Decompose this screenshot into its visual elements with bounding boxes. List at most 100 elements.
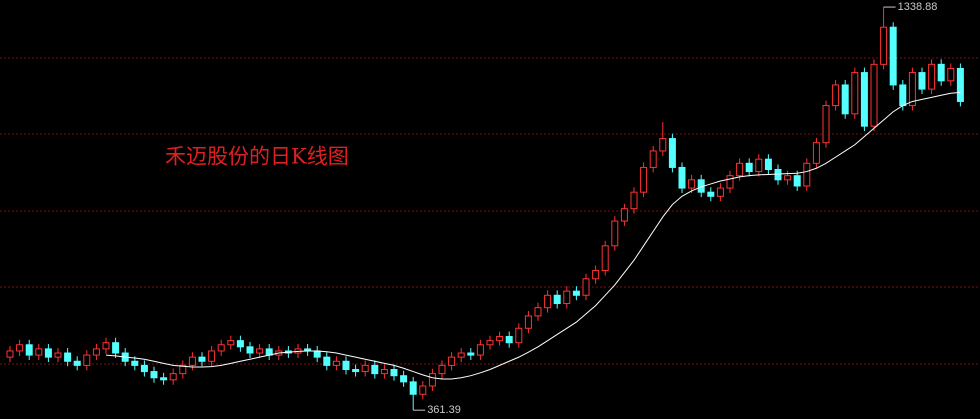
candle-body: [668, 138, 676, 168]
candle-body: [841, 84, 849, 115]
candle-body: [534, 307, 542, 317]
candle-body: [956, 67, 964, 102]
candle-body: [112, 342, 120, 354]
candle-body: [553, 294, 561, 305]
candle-body: [25, 344, 33, 356]
candle-body: [44, 348, 52, 358]
candle-body: [486, 340, 494, 346]
candle-body: [544, 294, 552, 309]
candle-body: [592, 270, 600, 280]
candle-body: [851, 72, 859, 115]
candle-body: [611, 220, 619, 247]
candle-body: [793, 175, 801, 187]
candle-body: [572, 290, 580, 296]
candle-body: [832, 84, 840, 107]
candle-body: [515, 327, 523, 344]
candle-body: [822, 105, 830, 144]
candle-body: [524, 315, 532, 329]
candle-body: [6, 350, 14, 358]
candle-body: [812, 142, 820, 164]
candle-body: [755, 158, 763, 173]
candle-body: [246, 346, 254, 354]
candle-body: [332, 360, 340, 366]
candle-body: [419, 385, 427, 395]
candle-body: [16, 344, 24, 352]
candle-body: [630, 191, 638, 210]
candle-body: [803, 162, 811, 187]
candle-body: [640, 166, 648, 193]
candle-body: [860, 72, 868, 127]
candle-body: [707, 191, 715, 197]
candle-body: [736, 162, 744, 177]
candle-body: [659, 138, 667, 152]
candle-body: [649, 150, 657, 168]
candle-body: [745, 162, 753, 173]
candle-body: [227, 340, 235, 346]
candle-body: [505, 336, 513, 344]
candle-body: [342, 360, 350, 371]
candle-body: [102, 342, 110, 350]
candle-body: [582, 278, 590, 296]
candle-body: [937, 63, 945, 82]
candle-body: [438, 364, 446, 375]
candle-body: [236, 340, 244, 348]
candle-body: [784, 175, 792, 181]
candle-body: [716, 187, 724, 197]
candle-body: [35, 348, 43, 356]
candle-body: [457, 352, 465, 358]
candle-body: [496, 336, 504, 342]
candle-body: [563, 290, 571, 305]
candle-body: [947, 67, 955, 82]
candle-body: [92, 348, 100, 356]
candle-body: [256, 348, 264, 354]
candle-body: [217, 344, 225, 352]
candle-body: [83, 354, 91, 366]
candle-body: [390, 369, 398, 377]
moving-average: [105, 91, 961, 380]
candle-body: [73, 360, 81, 366]
candle-body: [352, 369, 360, 373]
candle-body: [870, 63, 878, 127]
candle-body: [908, 72, 916, 107]
candle-body: [198, 356, 206, 362]
candle-body: [448, 356, 456, 366]
candle-body: [54, 352, 62, 358]
high-label: 1338.88: [898, 1, 938, 13]
candle-body: [64, 352, 72, 362]
candle-body: [400, 375, 408, 383]
candle-body: [601, 245, 609, 272]
chart-title: 禾迈股份的日K线图: [165, 145, 349, 169]
candle-body: [678, 166, 686, 189]
candle-body: [428, 373, 436, 387]
candle-body: [188, 356, 196, 366]
candle-body: [323, 356, 331, 366]
candle-body: [380, 369, 388, 375]
candle-body: [179, 364, 187, 375]
candle-body: [476, 344, 484, 356]
candle-body: [208, 350, 216, 362]
candle-body: [774, 168, 782, 181]
candle-body: [764, 158, 772, 170]
candle-body: [160, 377, 168, 381]
candle-body: [409, 381, 417, 395]
candle-body: [361, 364, 369, 373]
low-label: 361.39: [427, 404, 461, 416]
candle-body: [150, 371, 158, 379]
candle-body: [620, 208, 628, 222]
candle-body: [169, 373, 177, 381]
candle-body: [726, 175, 734, 189]
candle-body: [313, 350, 321, 358]
candle-body: [140, 364, 148, 373]
candle-body: [131, 360, 139, 366]
candle-body: [371, 364, 379, 375]
candle-body: [880, 26, 888, 65]
candle-body: [928, 63, 936, 90]
candle-body: [899, 84, 907, 107]
candle-body: [889, 26, 897, 86]
candle-body: [918, 72, 926, 90]
candle-body: [467, 352, 475, 356]
candle-body: [688, 179, 696, 189]
